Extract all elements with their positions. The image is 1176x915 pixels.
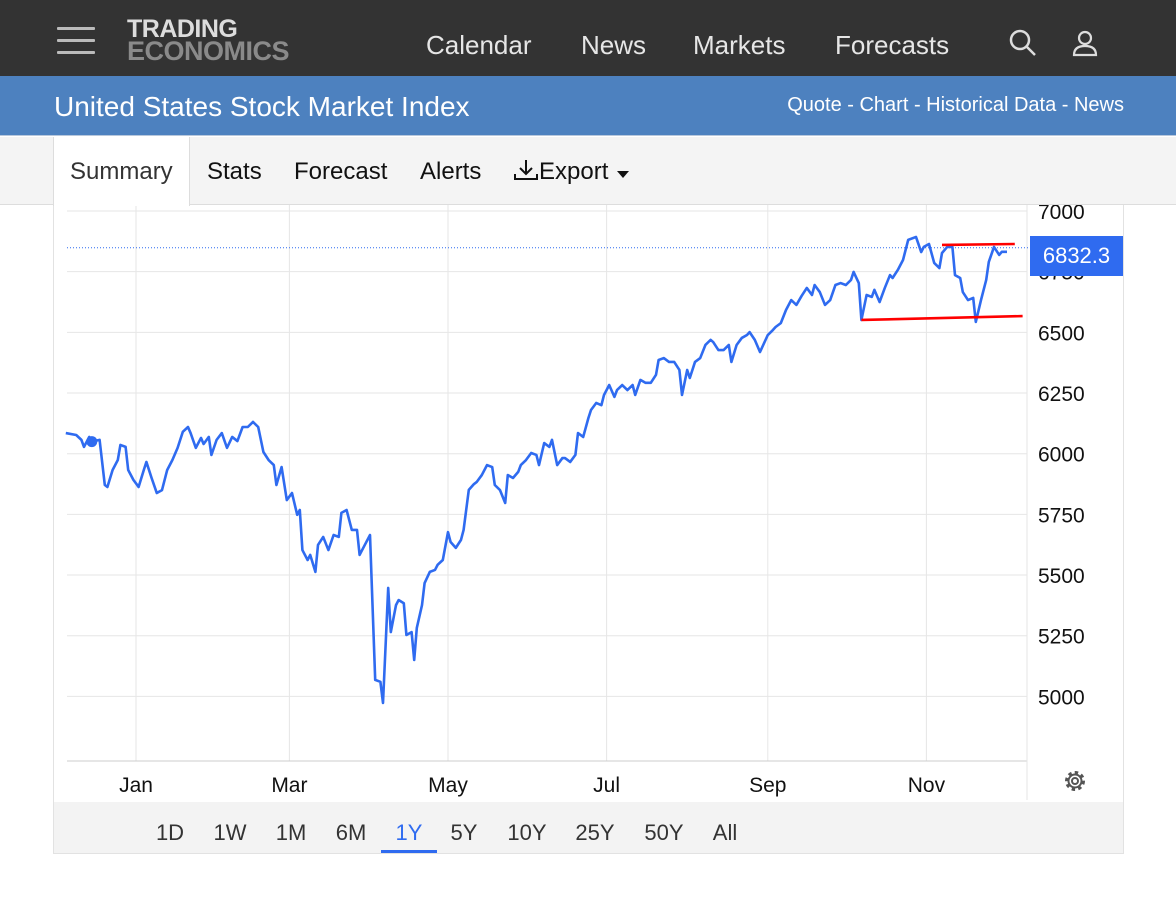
range-50y[interactable]: 50Y — [644, 820, 684, 845]
logo[interactable]: TRADING ECONOMICS — [127, 15, 290, 66]
section-links[interactable]: Quote - Chart - Historical Data - News — [787, 94, 1124, 116]
range-1w[interactable]: 1W — [213, 820, 247, 845]
export-button[interactable]: Export — [513, 137, 631, 205]
x-tick-label: Jan — [119, 774, 153, 797]
y-tick-label: 5750 — [1038, 504, 1085, 527]
logo-line2: ECONOMICS — [127, 36, 290, 66]
x-tick-label: Mar — [271, 774, 307, 797]
page-title: United States Stock Market Index — [54, 91, 470, 122]
x-tick-label: Sep — [749, 774, 786, 797]
range-10y[interactable]: 10Y — [507, 820, 547, 845]
y-tick-label: 6500 — [1038, 322, 1085, 345]
title-bar: United States Stock Market Index Quote -… — [0, 76, 1176, 136]
export-label: Export — [539, 158, 609, 185]
search-icon[interactable] — [1008, 28, 1038, 58]
logo-line1: TRADING — [127, 15, 238, 43]
range-25y[interactable]: 25Y — [575, 820, 615, 845]
nav-calendar[interactable]: Calendar — [426, 30, 532, 60]
tab-stats[interactable]: Stats — [207, 158, 262, 185]
y-tick-label: 5250 — [1038, 626, 1085, 649]
nav-forecasts[interactable]: Forecasts — [835, 30, 950, 60]
y-tick-label: 6250 — [1038, 383, 1085, 406]
range-1d[interactable]: 1D — [155, 820, 185, 845]
range-5y[interactable]: 5Y — [450, 820, 478, 845]
user-icon[interactable] — [1070, 28, 1100, 58]
gear-icon[interactable] — [1062, 768, 1088, 794]
caret-down-icon — [617, 171, 630, 178]
tab-summary[interactable]: Summary — [53, 137, 190, 206]
nav-markets[interactable]: Markets — [693, 30, 786, 60]
range-1m[interactable]: 1M — [275, 820, 307, 845]
y-tick-label: 7000 — [1038, 201, 1085, 224]
y-tick-label: 5500 — [1038, 565, 1085, 588]
series-marker[interactable] — [86, 436, 98, 448]
download-icon — [514, 160, 538, 180]
y-tick-label: 5000 — [1038, 686, 1085, 709]
top-nav: TRADING ECONOMICS Calendar News Markets … — [0, 0, 1176, 76]
trendline-resistance[interactable] — [941, 242, 1015, 247]
tab-alerts[interactable]: Alerts — [420, 158, 482, 185]
range-6m[interactable]: 6M — [335, 820, 367, 845]
tab-forecast[interactable]: Forecast — [294, 158, 388, 185]
range-selector: 1D 1W 1M 6M 1Y 5Y 10Y 25Y 50Y All — [54, 802, 1123, 853]
trendline-support[interactable] — [861, 314, 1023, 322]
series-line — [65, 235, 1007, 705]
chart-panel — [53, 205, 1124, 854]
x-tick-label: May — [428, 774, 468, 797]
y-tick-label: 6000 — [1038, 444, 1085, 467]
range-1y[interactable]: 1Y — [381, 820, 437, 853]
x-tick-label: Nov — [908, 774, 946, 797]
last-price-label: 6832.3 — [1030, 236, 1123, 276]
range-all[interactable]: All — [712, 820, 738, 845]
x-tick-label: Jul — [593, 774, 620, 797]
tab-bar: Summary Stats Forecast Alerts Export — [0, 137, 1176, 206]
nav-news[interactable]: News — [581, 30, 647, 60]
menu-icon[interactable] — [57, 27, 95, 55]
